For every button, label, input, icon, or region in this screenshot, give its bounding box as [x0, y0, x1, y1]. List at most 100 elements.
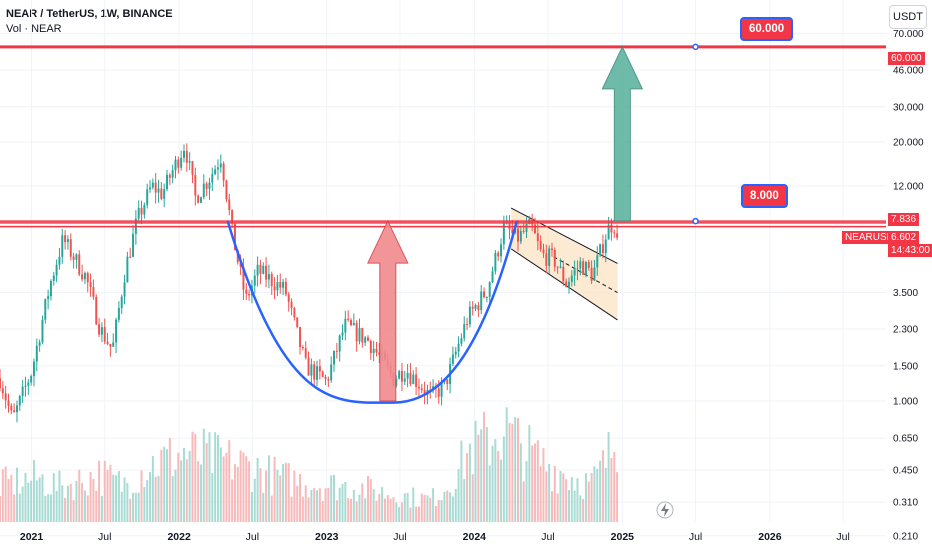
volume-bar	[341, 483, 344, 522]
volume-bar	[100, 495, 103, 522]
candle-body	[299, 326, 302, 347]
candle-body	[191, 161, 194, 175]
time-tick-label: Jul	[98, 531, 111, 543]
candle-body	[171, 170, 174, 178]
volume-bar	[228, 440, 231, 522]
candle-body	[27, 382, 30, 386]
candle-body	[415, 374, 418, 387]
candle-body	[519, 231, 522, 242]
breakout-arrow-red	[367, 219, 409, 402]
volume-bar	[307, 497, 310, 522]
volume-bar	[183, 447, 185, 522]
volume-bar	[174, 469, 177, 522]
volume-bar	[259, 468, 262, 522]
volume-bar	[616, 472, 619, 522]
candle-body	[231, 209, 234, 224]
volume-bar	[301, 496, 304, 522]
candle-body	[143, 204, 146, 215]
candle-body	[64, 235, 67, 243]
price-tick-label: 0.210	[893, 531, 918, 542]
volume-bar	[0, 496, 1, 522]
candle-body	[279, 281, 282, 288]
volume-bar	[352, 489, 355, 522]
time-tick-label: 2024	[463, 531, 487, 543]
volume-bar	[4, 466, 7, 522]
volume-bar	[27, 482, 30, 522]
volume-bars	[0, 407, 619, 522]
candle-body	[205, 183, 208, 189]
volume-bar	[610, 458, 613, 522]
candle-body	[539, 240, 542, 250]
time-axis[interactable]: 2021 Jul 2022 Jul 2023 Jul 2024 Jul 2025 Jul 2026 J…	[20, 531, 850, 543]
volume-bar	[211, 473, 214, 522]
volume-bar	[21, 486, 24, 522]
candle-body	[567, 281, 570, 287]
volume-bar	[304, 485, 307, 522]
volume-bar	[528, 425, 531, 522]
target-callout-60[interactable]: 60.000	[740, 17, 794, 41]
volume-bar	[120, 491, 123, 522]
target-callout-8[interactable]: 8.000	[741, 184, 788, 208]
volume-bar	[567, 490, 570, 522]
candle-body	[352, 322, 355, 326]
candle-body	[81, 274, 84, 280]
candle-body	[582, 261, 585, 275]
candle-body	[522, 231, 525, 233]
candle-body	[437, 388, 440, 397]
volume-bar	[383, 498, 386, 522]
candle-body	[137, 207, 140, 219]
volume-bar	[344, 481, 347, 522]
volume-bar	[488, 465, 491, 522]
volume-legend[interactable]: Vol · NEAR	[6, 23, 62, 35]
candle-body	[66, 239, 69, 243]
target-arrow-teal	[601, 45, 644, 222]
volume-bar	[293, 470, 296, 522]
volume-bar	[443, 491, 446, 522]
currency-selector[interactable]: USDT	[889, 5, 927, 29]
candle-body	[126, 256, 129, 283]
candle-body	[267, 274, 270, 280]
candle-body	[0, 378, 1, 389]
volume-bar	[335, 500, 338, 522]
candle-body	[485, 296, 488, 298]
volume-bar	[536, 440, 539, 522]
volume-bar	[409, 507, 412, 522]
volume-bar	[250, 492, 253, 522]
candle-body	[106, 341, 109, 344]
volume-bar	[279, 475, 282, 522]
candle-body	[545, 253, 548, 266]
candle-body	[69, 239, 72, 257]
volume-bar	[129, 498, 132, 522]
candle-body	[188, 161, 191, 163]
candle-body	[199, 197, 202, 203]
level-anchor-point	[692, 43, 699, 51]
symbol-title[interactable]: NEAR / TetherUS, 1W, BINANCE	[6, 8, 173, 20]
volume-bar	[177, 452, 180, 522]
candle-body	[120, 296, 123, 308]
volume-bar	[395, 502, 398, 522]
last-price-tag: 6.602	[888, 231, 920, 244]
volume-bar	[1, 469, 4, 522]
candle-body	[273, 286, 276, 291]
volume-bar	[434, 506, 437, 522]
volume-bar	[52, 473, 55, 522]
volume-bar	[562, 473, 565, 522]
candle-body	[214, 169, 217, 175]
candle-body	[38, 342, 41, 346]
volume-bar	[463, 479, 466, 522]
price-axis[interactable]: 70.000 46.000 30.000 20.000 12.000 3.500 2.300…	[893, 29, 924, 542]
candle-body	[197, 195, 200, 203]
candle-body	[491, 271, 494, 283]
volume-bar	[420, 493, 423, 522]
volume-bar	[534, 443, 536, 522]
volume-bar	[160, 449, 163, 522]
candle-body	[610, 224, 613, 233]
volume-bar	[197, 461, 200, 522]
volume-bar	[58, 470, 61, 522]
volume-bar	[313, 488, 316, 522]
volume-bar	[202, 428, 205, 522]
candle-body	[296, 317, 299, 327]
candle-body	[98, 324, 101, 335]
volume-bar	[282, 464, 285, 522]
